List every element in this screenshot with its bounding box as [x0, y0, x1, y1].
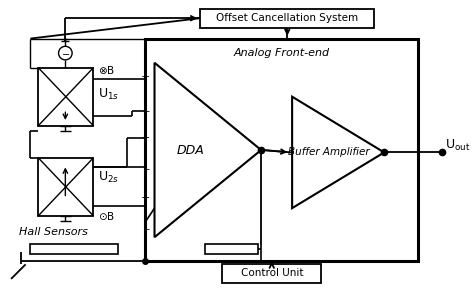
Text: $-$: $-$	[61, 48, 70, 58]
Bar	[205, 244, 258, 254]
Bar	[200, 10, 374, 28]
Bar	[222, 264, 321, 283]
Text: +: +	[140, 134, 150, 143]
Text: U$_{2s}$: U$_{2s}$	[98, 169, 119, 185]
Text: Offset Cancellation System: Offset Cancellation System	[216, 13, 358, 23]
Polygon shape	[292, 97, 384, 208]
Text: +: +	[140, 194, 150, 203]
Text: -: -	[146, 164, 150, 174]
Text: -: -	[146, 106, 150, 116]
Circle shape	[59, 46, 72, 60]
Text: $\odot$B: $\odot$B	[98, 210, 115, 222]
Text: Buffer Amplifier: Buffer Amplifier	[288, 147, 370, 157]
Text: U$_{1s}$: U$_{1s}$	[98, 87, 119, 102]
Polygon shape	[155, 63, 261, 237]
Bar	[38, 158, 93, 216]
Text: U$_{\rm out}$: U$_{\rm out}$	[445, 138, 471, 153]
Text: $\otimes$B: $\otimes$B	[98, 64, 115, 76]
Text: -: -	[146, 224, 150, 235]
Text: DDA: DDA	[176, 143, 204, 157]
Bar	[145, 39, 418, 261]
Text: Control Unit: Control Unit	[240, 268, 303, 278]
Bar	[30, 244, 118, 254]
Text: Analog Front-end: Analog Front-end	[233, 48, 329, 58]
Text: Hall Sensors: Hall Sensors	[19, 227, 88, 237]
Text: +: +	[140, 72, 150, 82]
Bar	[38, 68, 93, 126]
